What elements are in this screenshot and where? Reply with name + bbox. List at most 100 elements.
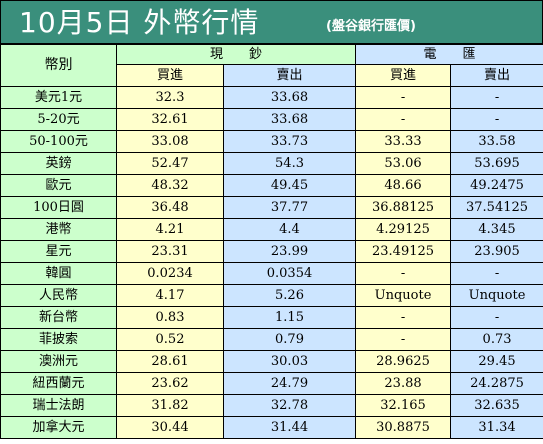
table-row: 新台幣 0.83 1.15- -	[0, 306, 543, 329]
cash-sell-header: 賣出	[222, 64, 357, 87]
wire-buy-value: -	[355, 328, 452, 351]
cash-buy-value: 0.83	[116, 306, 224, 329]
title-bar: 10月5日 外幣行情 (盤谷銀行匯價)	[0, 0, 543, 44]
cash-sell-value: 5.26	[222, 284, 357, 307]
wire-sell-value: -	[450, 262, 543, 285]
bank-subtitle: (盤谷銀行匯價)	[326, 19, 416, 34]
cash-sell-value: 32.78	[222, 394, 357, 417]
wire-buy-value: 32.165	[355, 394, 452, 417]
cash-buy-value: 32.3	[116, 86, 224, 109]
cash-buy-header: 買進	[116, 64, 224, 87]
cash-sell-value: 0.79	[222, 328, 357, 351]
currency-name: 100日圓	[0, 196, 117, 219]
currency-name: 菲披索	[0, 328, 117, 351]
wire-sell-value: 29.45	[450, 350, 543, 373]
currency-name: 瑞士法朗	[0, 394, 117, 417]
currency-name: 歐元	[0, 174, 117, 197]
currency-header: 幣別	[0, 44, 117, 87]
wire-sell-value: 23.905	[450, 240, 543, 263]
cash-sell-value: 49.45	[222, 174, 357, 197]
wire-sell-value: -	[450, 108, 543, 131]
table-row: 星元 23.31 23.99 23.49125 23.905	[0, 240, 543, 263]
wire-sell-value: 37.54125	[450, 196, 543, 219]
cash-buy-value: 30.44	[116, 416, 224, 439]
wire-sell-value: 0.73	[450, 328, 543, 351]
currency-name: 加拿大元	[0, 416, 117, 439]
currency-name: 美元1元	[0, 86, 117, 109]
table-row: 50-100元 33.08 33.73 33.33 33.58	[0, 130, 543, 153]
wire-buy-value: 4.29125	[355, 218, 452, 241]
table-row: 英鎊 52.47 54.3 53.06 53.695	[0, 152, 543, 175]
wire-buy-value: 30.8875	[355, 416, 452, 439]
table-row: 港幣 4.21 4.4 4.29125 4.345	[0, 218, 543, 241]
cash-sell-value: 33.68	[222, 86, 357, 109]
wire-buy-value: 23.88	[355, 372, 452, 395]
wire-sell-value: 32.635	[450, 394, 543, 417]
cash-header: 現 鈔	[115, 44, 357, 65]
wire-sell-value: 24.2875	[450, 372, 543, 395]
currency-name: 英鎊	[0, 152, 117, 175]
cash-sell-value: 23.99	[222, 240, 357, 263]
cash-buy-value: 4.21	[116, 218, 224, 241]
exchange-rate-table: 幣別 現 鈔 電 匯 買進 賣出 買進 賣出 美元1元 32.3 33.68- -5-…	[0, 44, 543, 439]
currency-name: 港幣	[0, 218, 117, 241]
cash-sell-value: 54.3	[222, 152, 357, 175]
table-row: 瑞士法朗 31.82 32.78 32.165 32.635	[0, 394, 543, 417]
cash-buy-value: 52.47	[116, 152, 224, 175]
cash-sell-value: 4.4	[222, 218, 357, 241]
table-row: 人民幣 4.17 5.26 Unquote Unquote	[0, 284, 543, 307]
rate-rows: 美元1元 32.3 33.68- -5-20元 32.61 33.68- -50-100元 3…	[0, 86, 543, 439]
table-row: 歐元 48.32 49.45 48.66 49.2475	[0, 174, 543, 197]
cash-sell-value: 1.15	[222, 306, 357, 329]
table-row: 澳洲元 28.61 30.03 28.9625 29.45	[0, 350, 543, 373]
wire-buy-value: 28.9625	[355, 350, 452, 373]
wire-header: 電 匯	[355, 44, 543, 65]
currency-name: 韓圓	[0, 262, 117, 285]
cash-sell-value: 0.0354	[222, 262, 357, 285]
cash-buy-value: 31.82	[116, 394, 224, 417]
table-row: 韓圓 0.0234 0.0354- -	[0, 262, 543, 285]
table-row: 100日圓 36.48 37.77 36.88125 37.54125	[0, 196, 543, 219]
currency-name: 澳洲元	[0, 350, 117, 373]
wire-buy-value: 33.33	[355, 130, 452, 153]
cash-buy-value: 0.52	[116, 328, 224, 351]
currency-name: 新台幣	[0, 306, 117, 329]
cash-buy-value: 48.32	[116, 174, 224, 197]
wire-buy-value: 36.88125	[355, 196, 452, 219]
wire-buy-value: 23.49125	[355, 240, 452, 263]
cash-buy-value: 33.08	[116, 130, 224, 153]
wire-sell-value: -	[450, 306, 543, 329]
wire-sell-value: 53.695	[450, 152, 543, 175]
wire-sell-value: 4.345	[450, 218, 543, 241]
cash-buy-value: 0.0234	[116, 262, 224, 285]
currency-name: 50-100元	[0, 130, 117, 153]
wire-buy-value: -	[355, 262, 452, 285]
wire-sell-value: 49.2475	[450, 174, 543, 197]
currency-name: 紐西蘭元	[0, 372, 117, 395]
wire-buy-value: 53.06	[355, 152, 452, 175]
cash-buy-value: 36.48	[116, 196, 224, 219]
cash-sell-value: 31.44	[222, 416, 357, 439]
cash-sell-value: 30.03	[222, 350, 357, 373]
page-title: 10月5日 外幣行情	[19, 6, 260, 39]
currency-name: 星元	[0, 240, 117, 263]
wire-buy-header: 買進	[355, 64, 452, 87]
wire-buy-value: 48.66	[355, 174, 452, 197]
cash-buy-value: 23.31	[116, 240, 224, 263]
table-row: 5-20元 32.61 33.68- -	[0, 108, 543, 131]
wire-buy-value: -	[355, 86, 452, 109]
wire-buy-value: -	[355, 108, 452, 131]
currency-name: 人民幣	[0, 284, 117, 307]
cash-sell-value: 37.77	[222, 196, 357, 219]
table-row: 菲披索 0.52 0.79-0.73	[0, 328, 543, 351]
cash-buy-value: 32.61	[116, 108, 224, 131]
cash-sell-value: 33.68	[222, 108, 357, 131]
currency-name: 5-20元	[0, 108, 117, 131]
table-row: 美元1元 32.3 33.68- -	[0, 86, 543, 109]
wire-sell-value: -	[450, 86, 543, 109]
wire-sell-value: 33.58	[450, 130, 543, 153]
wire-sell-value: Unquote	[450, 284, 543, 307]
cash-buy-value: 4.17	[116, 284, 224, 307]
wire-buy-value: -	[355, 306, 452, 329]
